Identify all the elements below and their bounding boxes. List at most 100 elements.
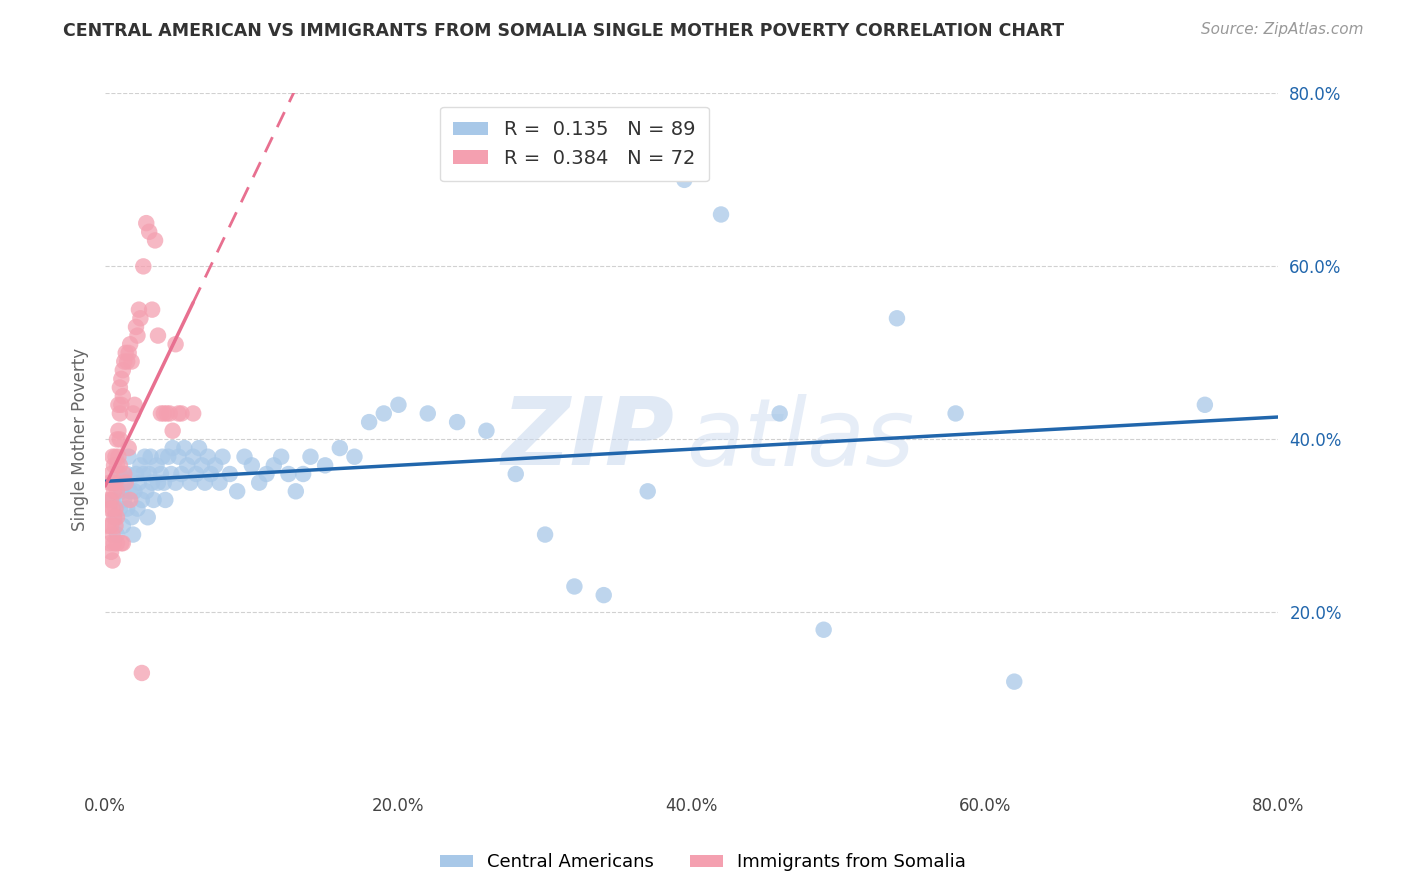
Point: [104, 519, 127, 533]
Point: [115, 467, 138, 481]
Point: [107, 398, 129, 412]
Point: [111, 363, 134, 377]
Point: [247, 475, 270, 490]
Point: [263, 458, 285, 473]
Point: [194, 475, 217, 490]
Point: [114, 475, 136, 490]
Y-axis label: Single Mother Poverty: Single Mother Poverty: [72, 348, 89, 531]
Point: [159, 407, 181, 421]
Point: [1002, 674, 1025, 689]
Point: [97, 519, 120, 533]
Point: [110, 398, 132, 412]
Point: [156, 407, 179, 421]
Point: [101, 475, 124, 490]
Point: [149, 467, 172, 481]
Point: [124, 484, 146, 499]
Point: [118, 346, 141, 360]
Point: [104, 510, 127, 524]
Point: [98, 536, 121, 550]
Point: [152, 450, 174, 464]
Point: [329, 441, 352, 455]
Point: [157, 450, 180, 464]
Point: [138, 467, 160, 481]
Point: [813, 623, 835, 637]
Text: CENTRAL AMERICAN VS IMMIGRANTS FROM SOMALIA SINGLE MOTHER POVERTY CORRELATION CH: CENTRAL AMERICAN VS IMMIGRANTS FROM SOMA…: [63, 22, 1064, 40]
Point: [104, 475, 127, 490]
Point: [110, 536, 132, 550]
Point: [299, 450, 322, 464]
Point: [101, 450, 124, 464]
Point: [170, 467, 193, 481]
Point: [115, 501, 138, 516]
Point: [100, 545, 122, 559]
Point: [170, 407, 193, 421]
Point: [155, 492, 177, 507]
Legend: R =  0.135   N = 89, R =  0.384   N = 72: R = 0.135 N = 89, R = 0.384 N = 72: [440, 106, 709, 181]
Point: [1194, 398, 1216, 412]
Point: [191, 458, 214, 473]
Point: [129, 311, 152, 326]
Point: [446, 415, 468, 429]
Point: [104, 450, 127, 464]
Point: [292, 467, 315, 481]
Point: [534, 527, 557, 541]
Point: [373, 407, 395, 421]
Point: [181, 450, 204, 464]
Point: [101, 501, 124, 516]
Point: [101, 553, 124, 567]
Point: [131, 492, 153, 507]
Point: [564, 579, 586, 593]
Point: [240, 458, 263, 473]
Point: [141, 302, 163, 317]
Point: [120, 484, 142, 499]
Text: Source: ZipAtlas.com: Source: ZipAtlas.com: [1201, 22, 1364, 37]
Point: [637, 484, 659, 499]
Point: [145, 458, 167, 473]
Point: [105, 527, 128, 541]
Point: [115, 354, 138, 368]
Point: [118, 450, 141, 464]
Point: [135, 216, 157, 230]
Point: [111, 536, 134, 550]
Point: [132, 467, 155, 481]
Point: [142, 492, 165, 507]
Point: [128, 475, 150, 490]
Point: [387, 398, 409, 412]
Point: [112, 492, 135, 507]
Point: [105, 458, 128, 473]
Point: [107, 450, 129, 464]
Point: [105, 433, 128, 447]
Point: [284, 484, 307, 499]
Point: [103, 536, 125, 550]
Point: [139, 450, 162, 464]
Point: [218, 467, 240, 481]
Text: ZIP: ZIP: [501, 393, 673, 485]
Point: [149, 407, 172, 421]
Point: [110, 484, 132, 499]
Point: [204, 458, 226, 473]
Point: [181, 407, 204, 421]
Point: [110, 372, 132, 386]
Point: [108, 380, 131, 394]
Point: [129, 458, 152, 473]
Point: [208, 475, 231, 490]
Point: [359, 415, 381, 429]
Point: [122, 527, 145, 541]
Point: [256, 467, 278, 481]
Point: [416, 407, 439, 421]
Point: [270, 450, 292, 464]
Point: [146, 475, 169, 490]
Point: [153, 407, 176, 421]
Point: [121, 510, 143, 524]
Point: [100, 467, 122, 481]
Point: [108, 467, 131, 481]
Point: [122, 407, 145, 421]
Point: [131, 665, 153, 680]
Point: [101, 475, 124, 490]
Point: [769, 407, 792, 421]
Point: [184, 467, 207, 481]
Point: [105, 536, 128, 550]
Point: [505, 467, 527, 481]
Point: [111, 519, 134, 533]
Point: [100, 519, 122, 533]
